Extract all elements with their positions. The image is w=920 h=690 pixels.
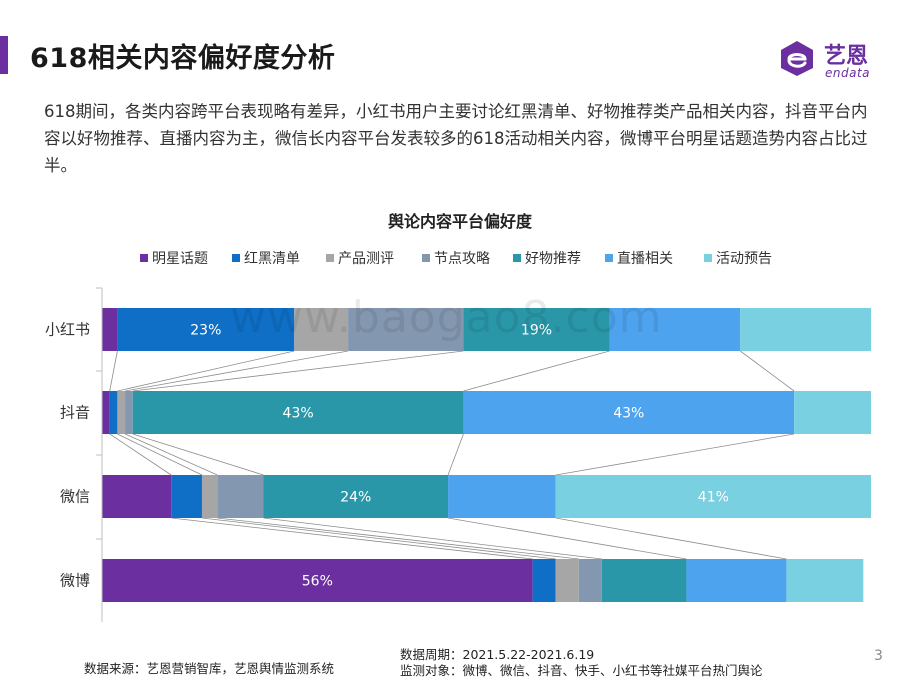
bar-segment xyxy=(555,475,871,518)
bar-segment xyxy=(786,559,864,602)
legend-swatch xyxy=(232,254,240,262)
bar-segment xyxy=(102,391,110,434)
bar-segment xyxy=(463,391,795,434)
footer-meta: 数据周期：2021.5.22-2021.6.19 监测对象：微博、微信、抖音、快… xyxy=(400,647,763,679)
legend-swatch xyxy=(140,254,148,262)
connector-line xyxy=(263,517,602,560)
connector-line xyxy=(555,517,787,560)
category-label: 微博 xyxy=(60,572,90,590)
connector-line xyxy=(124,433,218,476)
bar-segment xyxy=(117,391,126,434)
data-label: 41% xyxy=(698,490,729,506)
bar-segment xyxy=(102,559,533,602)
legend-swatch xyxy=(704,254,712,262)
bar-segment xyxy=(102,308,118,351)
title-accent-bar xyxy=(0,36,8,74)
data-label: 56% xyxy=(302,574,333,590)
connector-line xyxy=(171,517,533,560)
watermark: www.baogao8.com xyxy=(230,292,663,343)
page-number: 3 xyxy=(874,648,883,664)
connector-line xyxy=(447,433,464,476)
connector-line xyxy=(109,433,172,476)
connector-line xyxy=(447,517,687,560)
bar-segment xyxy=(601,559,687,602)
data-label: 19% xyxy=(521,323,552,339)
chart-title: 舆论内容平台偏好度 xyxy=(387,212,532,231)
data-label: 43% xyxy=(613,406,644,422)
legend-label: 活动预告 xyxy=(716,251,772,267)
legend-item: 节点攻略 xyxy=(422,248,490,268)
data-period: 数据周期：2021.5.22-2021.6.19 xyxy=(400,647,595,662)
connector-lines xyxy=(109,350,795,560)
category-label: 抖音 xyxy=(60,404,90,422)
connector-line xyxy=(109,350,118,392)
data-label: 24% xyxy=(340,490,371,506)
connector-line xyxy=(124,350,349,392)
bar-segment xyxy=(686,559,787,602)
bar-segment xyxy=(348,308,464,351)
connector-line xyxy=(555,433,795,476)
bar-segment xyxy=(171,475,202,518)
connector-line xyxy=(132,433,264,476)
legend-label: 好物推荐 xyxy=(525,251,581,267)
bar-segment xyxy=(609,308,741,351)
data-label: 43% xyxy=(283,406,314,422)
bar-segment xyxy=(794,391,871,434)
data-label: 23% xyxy=(190,323,221,339)
legend-label: 节点攻略 xyxy=(434,251,490,267)
bar-segment xyxy=(117,308,295,351)
bar-segment xyxy=(102,475,172,518)
legend-swatch xyxy=(605,254,613,262)
connector-line xyxy=(117,350,295,392)
legend-swatch xyxy=(513,254,521,262)
legend-label: 明星话题 xyxy=(152,251,208,267)
bar-segment xyxy=(109,391,118,434)
connector-line xyxy=(463,350,610,392)
bar-segment xyxy=(263,475,449,518)
legend-item: 活动预告 xyxy=(704,248,772,268)
bar-segment xyxy=(578,559,602,602)
connector-line xyxy=(132,350,464,392)
bar-segment xyxy=(125,391,133,434)
chart-legend: 明星话题 红黑清单 产品测评 节点攻略 好物推荐 直播相关 活动预告 xyxy=(130,248,820,270)
intro-paragraph: 618期间，各类内容跨平台表现略有差异，小红书用户主要讨论红黑清单、好物推荐类产… xyxy=(44,102,868,175)
endata-logo-icon xyxy=(781,41,813,76)
bar-segment xyxy=(555,559,579,602)
legend-item: 明星话题 xyxy=(140,248,208,268)
monitor-target: 监测对象：微博、微信、抖音、快手、小红书等社媒平台热门舆论 xyxy=(400,663,763,678)
connector-line xyxy=(217,517,579,560)
legend-item: 直播相关 xyxy=(605,248,673,268)
bar-segment xyxy=(463,308,610,351)
logo-name: 艺恩 xyxy=(824,44,869,69)
legend-label: 红黑清单 xyxy=(244,251,300,267)
legend-item: 产品测评 xyxy=(326,248,394,268)
bar-segment xyxy=(448,475,556,518)
bar-segment xyxy=(532,559,556,602)
bar-segment xyxy=(740,308,871,351)
legend-item: 红黑清单 xyxy=(232,248,300,268)
page-title: 618相关内容偏好度分析 xyxy=(30,43,336,74)
category-label: 微信 xyxy=(60,488,90,506)
legend-item: 好物推荐 xyxy=(513,248,581,268)
connector-line xyxy=(740,350,795,392)
bar-segment xyxy=(132,391,464,434)
brand-logo: 艺恩 endata xyxy=(776,36,894,82)
connector-line xyxy=(201,517,556,560)
connector-line xyxy=(117,433,203,476)
bar-segment xyxy=(294,308,349,351)
data-source: 数据来源：艺恩营销智库，艺恩舆情监测系统 xyxy=(84,661,335,676)
legend-label: 直播相关 xyxy=(617,251,673,267)
category-label: 小红书 xyxy=(45,321,90,339)
logo-subtitle: endata xyxy=(825,66,871,80)
legend-swatch xyxy=(326,254,334,262)
bar-segment xyxy=(201,475,218,518)
legend-label: 产品测评 xyxy=(338,251,394,267)
bar-segment xyxy=(217,475,264,518)
legend-swatch xyxy=(422,254,430,262)
